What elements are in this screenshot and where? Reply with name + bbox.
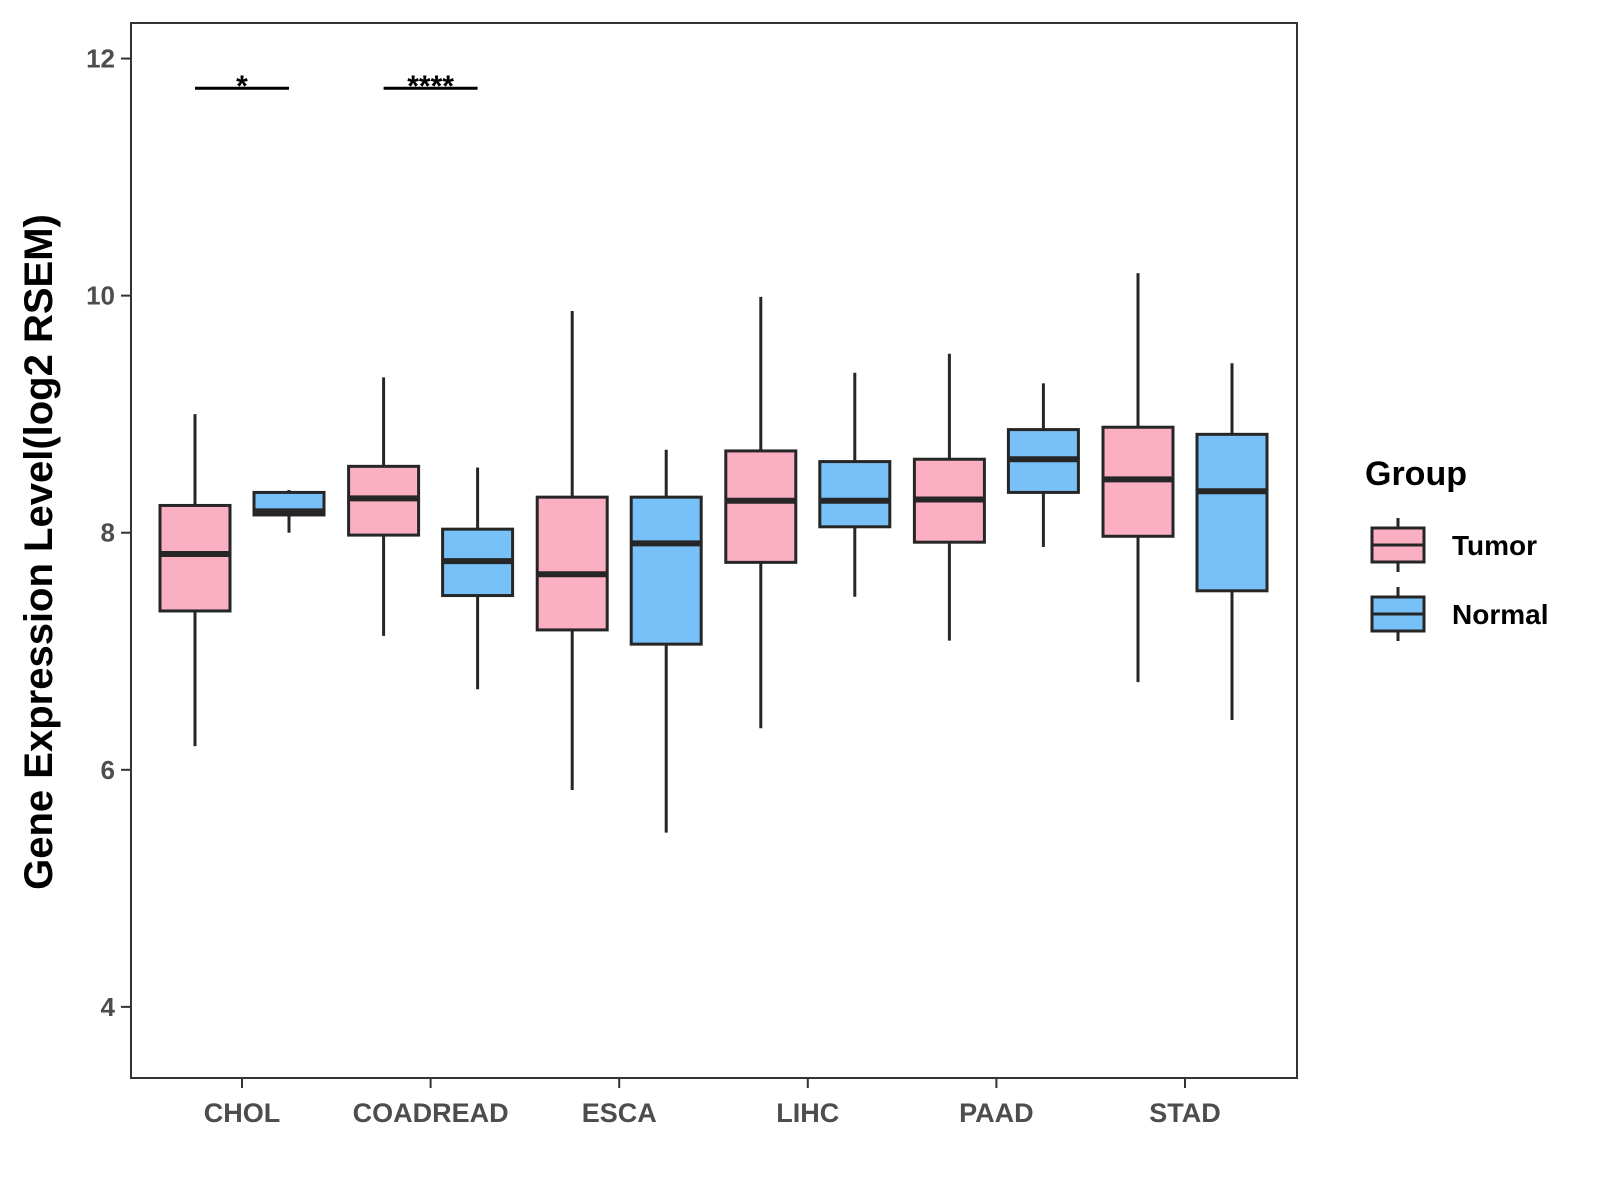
x-tick-label-coadread: COADREAD [353, 1098, 509, 1128]
box-tumor-chol [158, 414, 232, 747]
y-tick-label-8: 8 [101, 518, 115, 548]
box-tumor-lihc [724, 296, 798, 729]
box-normal-esca [629, 449, 703, 833]
box-normal-paad [1006, 383, 1080, 547]
y-axis-title: Gene Expression Level(log2 RSEM) [17, 214, 61, 890]
y-tick-label-4: 4 [101, 992, 116, 1022]
box-normal-lihc [818, 372, 892, 597]
box-tumor-paad [912, 353, 986, 641]
legend-item-tumor: Tumor [1370, 518, 1537, 572]
box-tumor-esca [535, 311, 609, 790]
legend-label-tumor: Tumor [1452, 530, 1537, 561]
box-series-group [158, 273, 1269, 833]
legend-title: Group [1365, 455, 1467, 493]
box-normal-coadread [441, 467, 515, 690]
x-tick-label-paad: PAAD [959, 1098, 1034, 1128]
legend-label-normal: Normal [1452, 599, 1548, 630]
box-body-tumor-chol [158, 503, 232, 613]
box-tumor-coadread [347, 377, 421, 636]
legend: Group Tumor Normal [1365, 455, 1548, 641]
legend-item-normal: Normal [1370, 587, 1548, 641]
box-tumor-stad [1101, 273, 1175, 683]
significance-annotations: * **** [195, 70, 478, 103]
x-tick-label-stad: STAD [1149, 1098, 1221, 1128]
x-tick-label-lihc: LIHC [776, 1098, 839, 1128]
y-tick-label-6: 6 [101, 755, 115, 785]
y-axis: 4 6 8 10 12 [86, 44, 131, 1022]
x-tick-label-chol: CHOL [204, 1098, 281, 1128]
plot-panel-border [130, 22, 1298, 1079]
y-tick-label-10: 10 [86, 281, 115, 311]
box-normal-stad [1195, 363, 1269, 721]
box-body-normal-stad [1195, 432, 1269, 593]
box-body-normal-lihc [818, 460, 892, 529]
y-tick-label-12: 12 [86, 44, 115, 74]
y-axis-title-group: Gene Expression Level(log2 RSEM) [17, 214, 61, 890]
box-body-normal-esca [629, 495, 703, 646]
x-tick-label-esca: ESCA [582, 1098, 657, 1128]
x-axis: CHOL COADREAD ESCA LIHC PAAD STAD [204, 1078, 1221, 1128]
box-body-tumor-esca [535, 495, 609, 632]
box-body-tumor-lihc [724, 449, 798, 564]
significance-label-coadread: **** [407, 70, 454, 103]
significance-label-chol: * [236, 70, 248, 103]
box-normal-chol [252, 490, 326, 533]
